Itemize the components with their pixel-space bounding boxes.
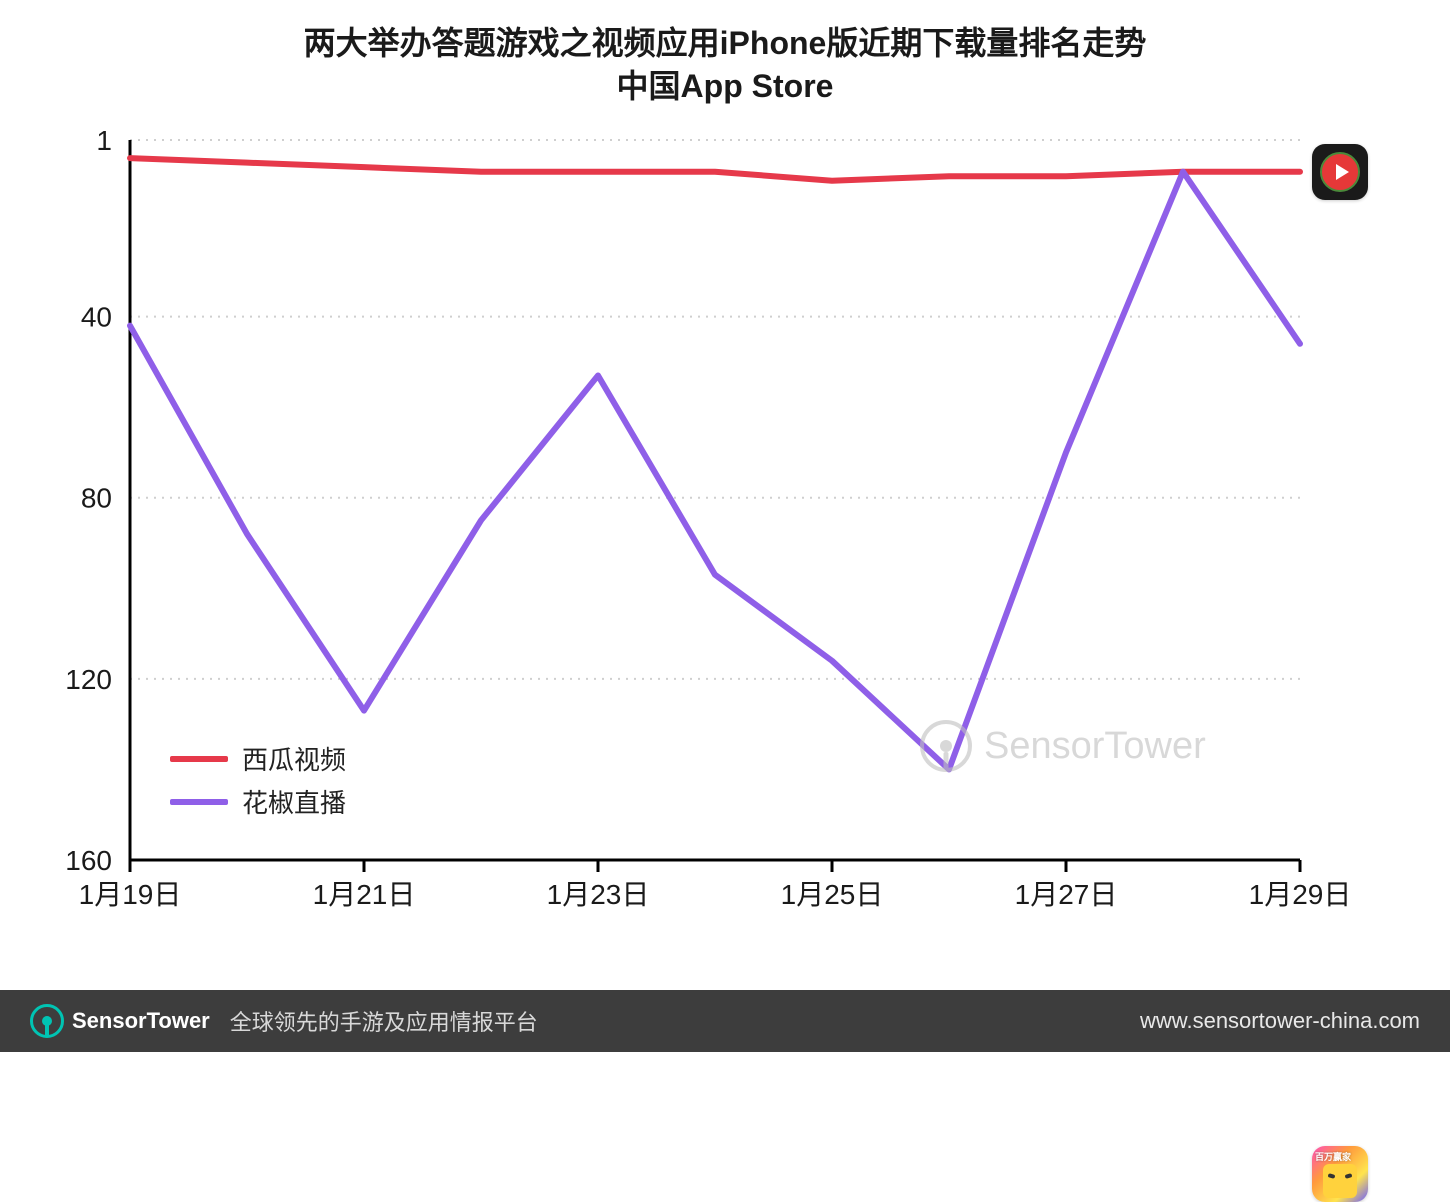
legend-item: 西瓜视频 <box>170 740 346 777</box>
title-line-2: 中国App Store <box>0 65 1450 108</box>
svg-text:120: 120 <box>65 664 112 695</box>
sensortower-logo-icon <box>30 1004 64 1038</box>
svg-text:40: 40 <box>81 302 112 333</box>
svg-text:1月19日: 1月19日 <box>79 879 182 910</box>
legend-label: 西瓜视频 <box>242 740 346 777</box>
svg-text:1月23日: 1月23日 <box>547 879 650 910</box>
svg-text:80: 80 <box>81 483 112 514</box>
svg-text:160: 160 <box>65 845 112 876</box>
huajiao-app-icon: 百万赢家 <box>1312 1146 1368 1202</box>
footer-url: www.sensortower-china.com <box>1140 1008 1420 1034</box>
legend-label: 花椒直播 <box>242 783 346 820</box>
svg-text:1月27日: 1月27日 <box>1015 879 1118 910</box>
footer-brand: SensorTower <box>30 1004 210 1038</box>
legend-swatch <box>170 799 228 805</box>
chart-area: 1 40 80 120 1601月19日 1月21日 1月23日 1月25日 1月27日 1月29… <box>40 120 1410 950</box>
legend-item: 花椒直播 <box>170 783 346 820</box>
chart-legend: 西瓜视频花椒直播 <box>170 740 346 826</box>
svg-text:1: 1 <box>96 125 112 156</box>
legend-swatch <box>170 756 228 762</box>
title-line-1: 两大举办答题游戏之视频应用iPhone版近期下载量排名走势 <box>0 22 1450 65</box>
footer-tagline: 全球领先的手游及应用情报平台 <box>230 1005 538 1037</box>
svg-text:1月25日: 1月25日 <box>781 879 884 910</box>
svg-text:1月21日: 1月21日 <box>313 879 416 910</box>
xigua-app-icon <box>1312 144 1368 200</box>
chart-title: 两大举办答题游戏之视频应用iPhone版近期下载量排名走势 中国App Stor… <box>0 0 1450 108</box>
svg-text:1月29日: 1月29日 <box>1249 879 1352 910</box>
footer-brand-text: SensorTower <box>72 1008 210 1034</box>
footer-bar: SensorTower 全球领先的手游及应用情报平台 www.sensortow… <box>0 990 1450 1052</box>
